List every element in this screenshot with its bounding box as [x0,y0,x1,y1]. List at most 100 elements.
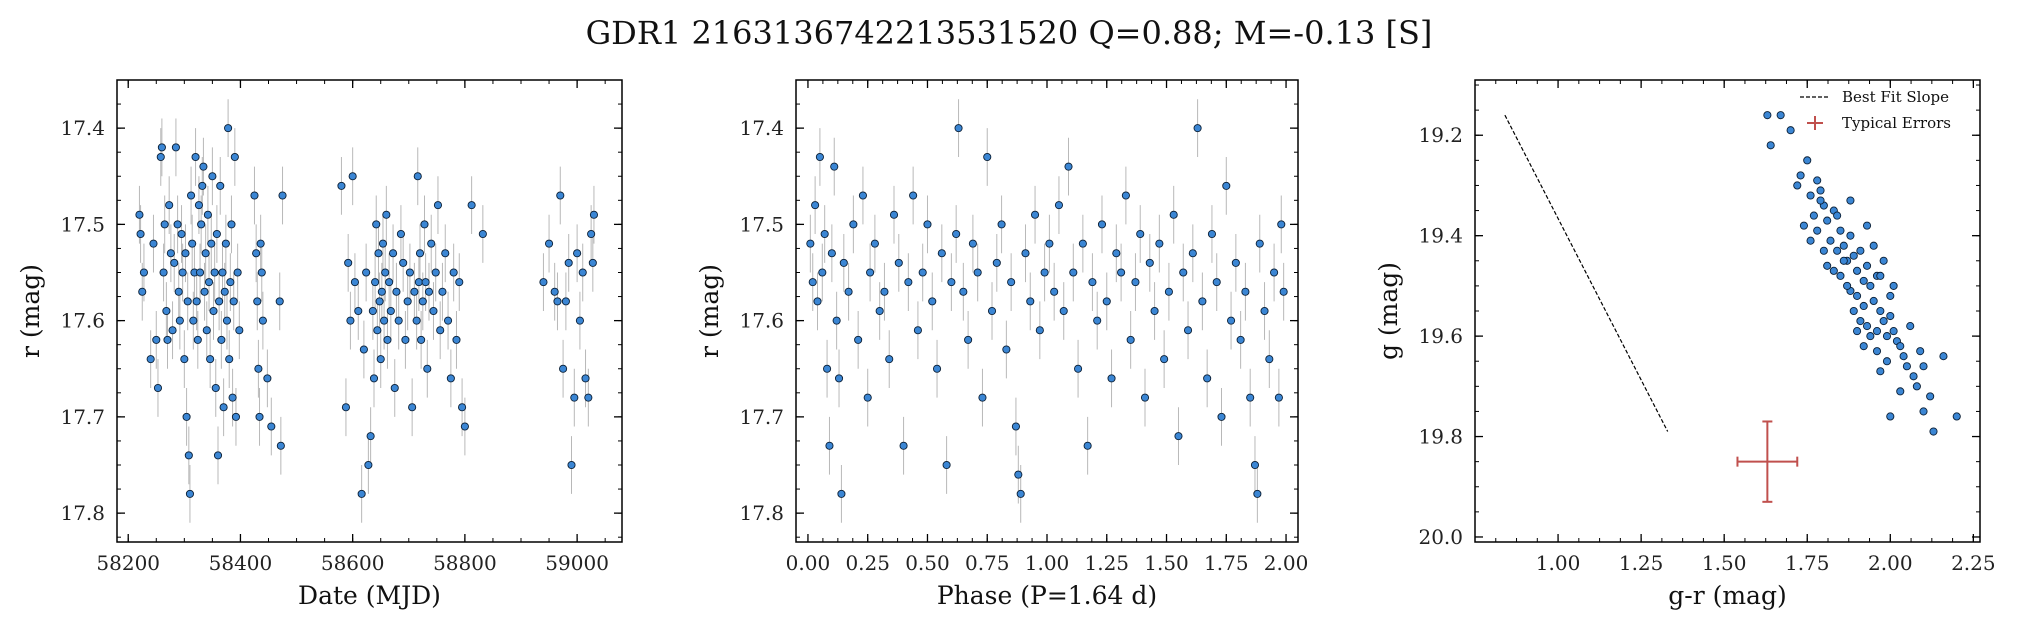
data-point [396,229,405,239]
data-point [1054,201,1064,210]
data-point [1859,276,1868,285]
data-point [1112,249,1121,258]
data-point [227,220,236,229]
data-point [1016,489,1025,498]
data-point [1030,210,1040,219]
data-point [377,287,386,296]
x-tick-label: 0.25 [845,551,890,575]
data-point [1231,258,1240,267]
data-point [578,268,587,277]
data-point [157,143,166,152]
data-point [359,345,368,354]
data-point [165,201,174,210]
data-point [1059,306,1068,316]
data-point [1849,306,1858,316]
data-point [1843,281,1852,290]
data-point [1879,316,1888,326]
data-point [418,297,427,306]
data-point [1816,186,1825,195]
legend-label-errors: Typical Errors [1842,114,1951,132]
data-point [183,297,192,306]
data-point [188,239,197,248]
data-point [1145,258,1154,267]
data-point [1806,236,1815,245]
data-point [1889,281,1898,290]
data-point [1074,364,1083,373]
x-tick-label: 58200 [96,551,160,575]
data-point [135,210,144,219]
data-point [1819,246,1828,255]
data-point [215,297,224,306]
data-point [229,297,238,306]
y-axis-label: r (mag) [695,264,724,358]
data-point [414,278,423,287]
data-point [564,258,573,267]
data-point [1203,374,1212,383]
data-point [806,239,815,248]
data-point [257,268,266,277]
data-point [216,181,225,190]
data-point [200,287,209,296]
x-tick-label: 58600 [321,551,385,575]
data-point [588,258,597,267]
data-point [1260,306,1269,316]
data-point [858,191,867,200]
data-point [369,374,379,383]
data-point [813,297,822,306]
data-point [1078,239,1087,248]
data-point [1886,311,1895,321]
data-point [354,306,363,316]
data-point [380,316,389,325]
data-point [1265,355,1274,364]
data-point [1906,322,1915,331]
y-tick-label: 17.4 [60,116,105,140]
data-point [1919,362,1928,371]
data-point [992,258,1001,267]
data-point [849,220,858,229]
data-point [894,258,903,267]
data-point [904,278,913,287]
data-point [1279,287,1288,296]
data-point [1876,271,1885,280]
data-point [1876,367,1885,376]
data-point [221,239,230,248]
x-tick-label: 1.00 [1025,551,1070,575]
data-point [163,335,172,344]
data-point [808,278,817,287]
data-point [1050,287,1059,296]
data-point [235,326,244,335]
data-point [815,152,824,162]
y-tick-label: 19.4 [1418,224,1463,248]
data-point [1255,239,1264,248]
data-point [987,306,997,316]
data-point [394,316,403,325]
data-point [383,335,392,344]
y-tick-label: 17.6 [60,309,105,333]
data-point [584,393,593,402]
data-point [372,220,381,229]
data-point [197,220,206,229]
legend-label-fit: Best Fit Slope [1842,88,1949,106]
y-tick-label: 17.5 [739,212,784,236]
x-tick-label: 59000 [545,551,609,575]
data-point [1939,352,1948,361]
data-point [1926,392,1935,401]
data-point [228,393,237,402]
data-point [168,326,177,335]
data-point [1799,221,1808,230]
data-point [553,297,562,306]
data-point [276,441,285,450]
data-point [1155,239,1164,248]
data-point [1876,306,1885,316]
data-point [587,229,596,239]
data-point [875,306,884,316]
data-point [830,162,839,171]
data-point [839,258,848,267]
data-point [1274,393,1283,402]
data-point [823,364,832,373]
data-point [1882,332,1892,341]
data-point [194,201,203,210]
data-point [446,374,455,383]
data-point [885,355,894,364]
data-point [1217,412,1226,421]
